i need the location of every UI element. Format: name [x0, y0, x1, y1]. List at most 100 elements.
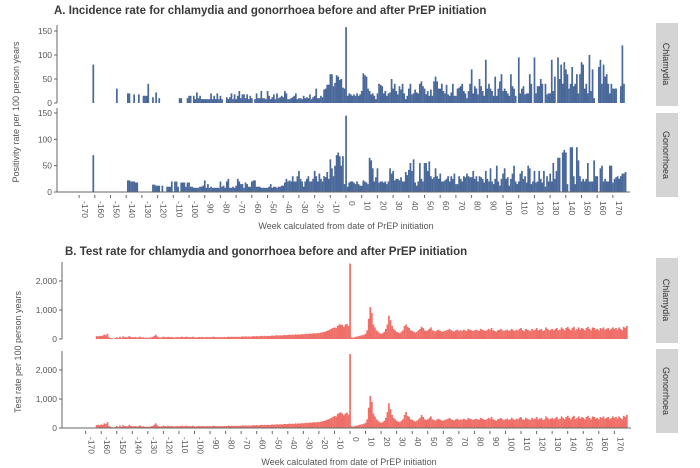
bar-chlamydia-week-116 — [529, 330, 532, 339]
bar-chlamydia-week--22 — [315, 333, 317, 339]
bar-gonorrhoea-week-115 — [528, 419, 530, 428]
x-tick-label: 50 — [429, 437, 439, 447]
bar-gonorrhoea-week--23 — [313, 422, 316, 428]
bar-gonorrhoea-week-50 — [426, 419, 429, 428]
bar-gonorrhoea-week-86 — [480, 177, 482, 192]
bar-chlamydia-week-87 — [484, 330, 487, 339]
bar-chlamydia-week-20 — [376, 93, 379, 103]
bar-chlamydia-week-137 — [562, 328, 564, 339]
bar-gonorrhoea-week-28 — [389, 168, 391, 192]
bar-chlamydia-week--104 — [187, 337, 190, 339]
bar-chlamydia-week-145 — [574, 330, 577, 339]
bar-gonorrhoea-week-173 — [616, 176, 619, 192]
bar-gonorrhoea-week--26 — [308, 422, 311, 428]
x-tick-label: -100 — [190, 201, 200, 218]
x-tick-label: -10 — [335, 437, 345, 450]
x-tick-label: 130 — [551, 201, 561, 215]
bar-gonorrhoea-week-161 — [599, 416, 602, 428]
bar-chlamydia-week--9 — [331, 74, 333, 103]
bar-chlamydia-week-120 — [533, 57, 536, 103]
bar-gonorrhoea-week-125 — [541, 182, 544, 192]
bar-chlamydia-week-123 — [540, 328, 543, 339]
bar-gonorrhoea-week-80 — [470, 177, 473, 192]
bar-gonorrhoea-week--116 — [168, 426, 171, 428]
bar-chlamydia-week-124 — [539, 79, 542, 103]
bar-gonorrhoea-week--30 — [302, 423, 305, 428]
bar-gonorrhoea-week--85 — [211, 187, 214, 192]
bar-gonorrhoea-week--113 — [167, 186, 170, 192]
x-tick-label: -150 — [112, 201, 122, 218]
bar-gonorrhoea-week-95 — [496, 419, 499, 428]
x-tick-label: -90 — [206, 201, 216, 214]
bar-chlamydia-week-157 — [591, 69, 594, 103]
bar-gonorrhoea-week-61 — [440, 181, 443, 192]
bar-gonorrhoea-week--73 — [230, 187, 233, 192]
bar-chlamydia-week--146 — [116, 88, 118, 103]
bar-chlamydia-week-164 — [602, 64, 605, 103]
bar-gonorrhoea-week--80 — [219, 181, 222, 192]
bar-gonorrhoea-week-119 — [534, 418, 536, 428]
bar-chlamydia-week-162 — [601, 328, 603, 339]
bar-chlamydia-week-111 — [521, 330, 524, 339]
bar-gonorrhoea-week--96 — [199, 426, 202, 428]
bar-chlamydia-week-75 — [465, 330, 468, 339]
x-tick-label: -140 — [133, 437, 143, 454]
y-tick-label: 0 — [47, 98, 52, 108]
x-tick-label: -10 — [331, 201, 341, 214]
bar-gonorrhoea-week--109 — [179, 425, 182, 428]
bar-gonorrhoea-week-11 — [362, 180, 365, 192]
bar-gonorrhoea-week-106 — [514, 419, 516, 428]
bar-gonorrhoea-week--82 — [216, 187, 219, 192]
bar-chlamydia-week-72 — [458, 87, 460, 103]
bar-gonorrhoea-week--88 — [207, 184, 209, 192]
bar-chlamydia-week-178 — [626, 325, 628, 339]
bar-chlamydia-week-23 — [384, 328, 387, 339]
bar-chlamydia-week--138 — [128, 93, 131, 103]
x-tick-label: 170 — [614, 201, 624, 215]
x-tick-label: 60 — [441, 201, 451, 211]
bar-chlamydia-week--126 — [153, 336, 155, 339]
x-tick-label: -50 — [273, 437, 283, 450]
bar-chlamydia-week-112 — [523, 330, 526, 339]
bar-chlamydia-week--74 — [234, 336, 236, 339]
bar-gonorrhoea-week--81 — [218, 187, 220, 192]
bar-chlamydia-week-96 — [498, 329, 501, 339]
bar-gonorrhoea-week--132 — [143, 426, 146, 428]
bar-gonorrhoea-week-150 — [582, 417, 585, 428]
bar-chlamydia-week--42 — [279, 97, 281, 103]
bar-gonorrhoea-week--134 — [134, 182, 137, 192]
bar-chlamydia-week--142 — [128, 336, 131, 339]
bar-gonorrhoea-week--115 — [170, 425, 173, 428]
bar-gonorrhoea-week--92 — [206, 425, 208, 428]
bar-gonorrhoea-week--38 — [285, 178, 288, 192]
bar-gonorrhoea-week-29 — [394, 419, 397, 428]
bar-chlamydia-week-37 — [406, 326, 409, 339]
bar-chlamydia-week--80 — [219, 95, 222, 103]
bar-chlamydia-week--95 — [201, 336, 204, 339]
bar-chlamydia-week--140 — [131, 337, 134, 339]
bar-chlamydia-week-89 — [487, 328, 490, 339]
bar-gonorrhoea-week--46 — [277, 424, 280, 428]
bar-gonorrhoea-week-34 — [402, 419, 404, 428]
bar-chlamydia-week-132 — [554, 328, 557, 339]
bar-gonorrhoea-week-145 — [574, 419, 577, 428]
bar-chlamydia-week--46 — [277, 335, 280, 339]
bar-gonorrhoea-week--10 — [333, 415, 336, 428]
bar-gonorrhoea-week--4 — [338, 156, 341, 192]
x-tick-label: 10 — [367, 437, 377, 447]
bar-chlamydia-week-93 — [493, 330, 496, 339]
bar-chlamydia-week--97 — [198, 336, 201, 339]
bar-gonorrhoea-week--94 — [203, 426, 205, 428]
bar-gonorrhoea-week-139 — [563, 149, 566, 192]
bar-gonorrhoea-week-160 — [598, 419, 600, 428]
bar-chlamydia-week-130 — [549, 93, 552, 103]
bar-chlamydia-week--30 — [298, 98, 300, 103]
bar-gonorrhoea-week--66 — [246, 425, 249, 428]
bar-chlamydia-week-29 — [390, 79, 393, 103]
bar-chlamydia-week-29 — [394, 330, 397, 339]
bar-chlamydia-week-73 — [459, 86, 462, 103]
bar-chlamydia-week--3 — [344, 324, 347, 339]
bar-gonorrhoea-week--123 — [157, 426, 160, 428]
bar-chlamydia-week--125 — [154, 334, 157, 339]
bar-gonorrhoea-week-108 — [514, 181, 517, 192]
